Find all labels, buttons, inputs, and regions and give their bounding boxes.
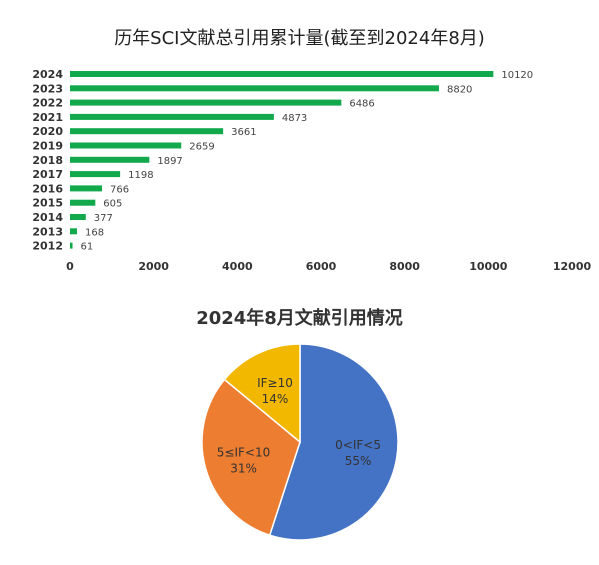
pie-slice [223, 343, 301, 444]
bar [70, 199, 96, 206]
pie-slice-percent: 14% [262, 392, 289, 406]
bar [70, 142, 182, 149]
bar [70, 71, 494, 77]
x-tick-label: 0 [66, 260, 74, 273]
pie-slice-label: 5≤IF<10 [217, 445, 270, 459]
x-tick-label: 12000 [553, 260, 592, 273]
data-label: 1897 [157, 156, 182, 167]
y-tick-label: 2019 [32, 140, 63, 153]
y-tick-label: 2017 [32, 168, 63, 181]
data-label: 377 [94, 213, 113, 224]
pie-slice-label: 0<IF<5 [335, 438, 381, 452]
bar [70, 228, 78, 235]
bar [70, 185, 103, 192]
data-label: 8820 [447, 84, 472, 95]
bar [70, 156, 150, 163]
pie-slice [268, 343, 399, 541]
data-label: 605 [103, 199, 122, 210]
y-tick-label: 2013 [32, 225, 63, 238]
bar [70, 171, 121, 178]
bar [70, 242, 73, 249]
bar-chart-title: 历年SCI文献总引用累计量(截至到2024年8月) [114, 28, 485, 49]
bar [70, 99, 342, 106]
y-tick-label: 2018 [32, 154, 63, 167]
bar [70, 214, 86, 220]
y-tick-label: 2012 [32, 240, 63, 253]
pie-slice-label: IF≥10 [257, 376, 293, 390]
data-label: 10120 [501, 70, 533, 81]
data-label: 6486 [349, 99, 374, 110]
data-label: 766 [110, 184, 129, 195]
y-tick-label: 2020 [32, 125, 63, 138]
data-label: 168 [85, 227, 104, 238]
y-tick-label: 2024 [32, 68, 63, 81]
y-tick-label: 2016 [32, 182, 63, 195]
y-tick-label: 2023 [32, 82, 63, 95]
x-tick-label: 6000 [306, 260, 337, 273]
pie-slice [201, 378, 301, 537]
bar [70, 128, 224, 135]
pie-slice-percent: 31% [230, 461, 257, 475]
data-label: 1198 [128, 170, 153, 181]
y-tick-label: 2021 [32, 111, 63, 124]
x-tick-label: 10000 [469, 260, 508, 273]
data-label: 2659 [189, 142, 214, 153]
x-tick-label: 4000 [222, 260, 253, 273]
data-label: 4873 [282, 113, 307, 124]
y-tick-label: 2015 [32, 197, 63, 210]
x-tick-label: 2000 [138, 260, 169, 273]
data-label: 3661 [231, 127, 256, 138]
bar [70, 113, 274, 120]
x-tick-label: 8000 [389, 260, 420, 273]
pie-slice-percent: 55% [345, 454, 372, 468]
y-tick-label: 2022 [32, 97, 63, 110]
data-label: 61 [81, 242, 94, 253]
y-tick-label: 2014 [32, 211, 63, 224]
bar [70, 85, 439, 92]
pie-chart-title: 2024年8月文献引用情况 [196, 308, 403, 329]
